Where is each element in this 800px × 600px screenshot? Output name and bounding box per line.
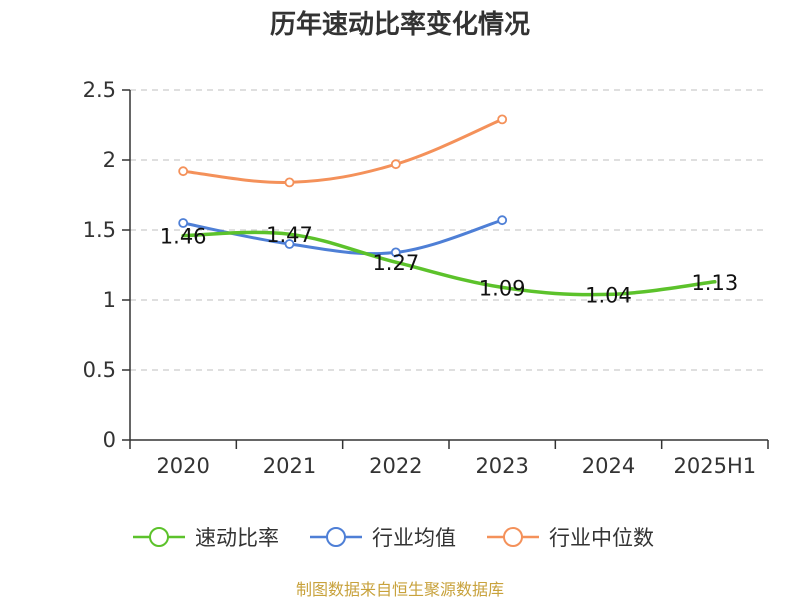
x-tick-label: 2023 [475, 454, 528, 478]
legend-label: 行业中位数 [549, 526, 654, 550]
legend-marker [326, 527, 346, 547]
x-tick-label: 2020 [156, 454, 209, 478]
series-2-point [284, 177, 295, 188]
legend-marker [149, 527, 169, 547]
x-tick-label: 2024 [582, 454, 635, 478]
series-1-point [178, 218, 189, 228]
series-group [178, 114, 717, 297]
legend-marker [503, 527, 523, 547]
legend-label: 行业均值 [372, 526, 456, 550]
y-tick-label: 0.5 [83, 358, 116, 382]
x-tick-label: 2022 [369, 454, 422, 478]
y-tick-label: 0 [103, 428, 116, 452]
y-tick-label: 1 [103, 288, 116, 312]
series-line-1 [181, 218, 504, 256]
data-label: 1.46 [160, 225, 207, 249]
series-1-point [390, 247, 401, 258]
y-tick-label: 2 [103, 148, 116, 172]
y-tick-label: 2.5 [83, 78, 116, 102]
series-2-point [390, 159, 401, 170]
axes: 0 0.5 1 1.5 2 2.5 2020 2021 2022 2023 2024 2025H1 [83, 78, 769, 478]
data-label: 1.09 [479, 276, 526, 300]
series-line-2 [181, 117, 504, 184]
legend-label: 速动比率 [195, 526, 279, 550]
source-note: 制图数据来自恒生聚源数据库 [296, 580, 504, 599]
legend-item-1[interactable]: 行业均值 [310, 526, 456, 550]
x-tick-label: 2021 [263, 454, 316, 478]
legend-item-0[interactable]: 速动比率 [133, 526, 279, 550]
series-line-0 [181, 230, 717, 297]
series-2-point [497, 114, 508, 125]
data-labels: 1.46 1.47 1.27 1.09 1.04 1.13 [160, 223, 738, 307]
x-tick-label: 2025H1 [674, 454, 757, 478]
legend-item-2[interactable]: 行业中位数 [487, 526, 654, 550]
series-2-point [178, 166, 189, 177]
series-1-point [497, 215, 508, 226]
data-label: 1.47 [266, 223, 313, 247]
data-label: 1.13 [691, 271, 738, 295]
chart-title: 历年速动比率变化情况 [270, 9, 530, 40]
data-label: 1.04 [585, 283, 632, 307]
y-tick-label: 1.5 [83, 218, 116, 242]
legend[interactable]: 速动比率 行业均值 行业中位数 [133, 526, 654, 550]
series-1-point [284, 239, 295, 249]
data-label: 1.27 [372, 251, 419, 275]
grid-lines [130, 89, 768, 371]
